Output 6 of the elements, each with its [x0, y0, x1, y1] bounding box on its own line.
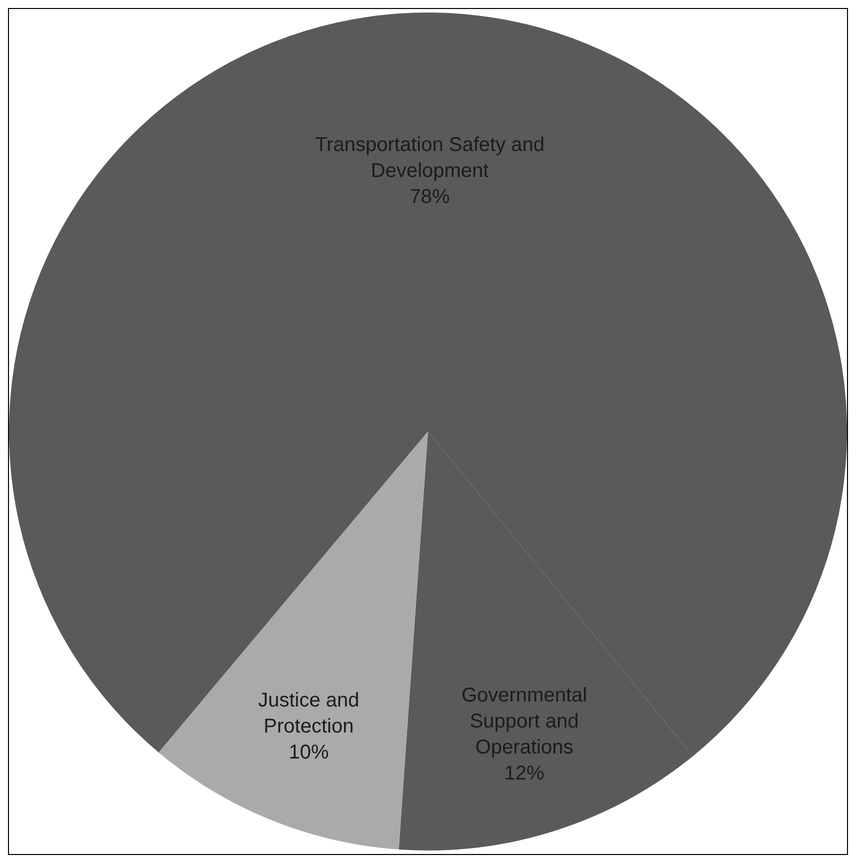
slice-label: Governmental Support and Operations — [461, 684, 588, 759]
data-label: 78% — [410, 186, 450, 208]
slice-label: Transportation Safety and Development — [315, 134, 545, 182]
data-label: 12% — [504, 762, 545, 785]
slice-label: Justice and Protection — [258, 689, 360, 738]
data-label: 10% — [288, 741, 329, 764]
